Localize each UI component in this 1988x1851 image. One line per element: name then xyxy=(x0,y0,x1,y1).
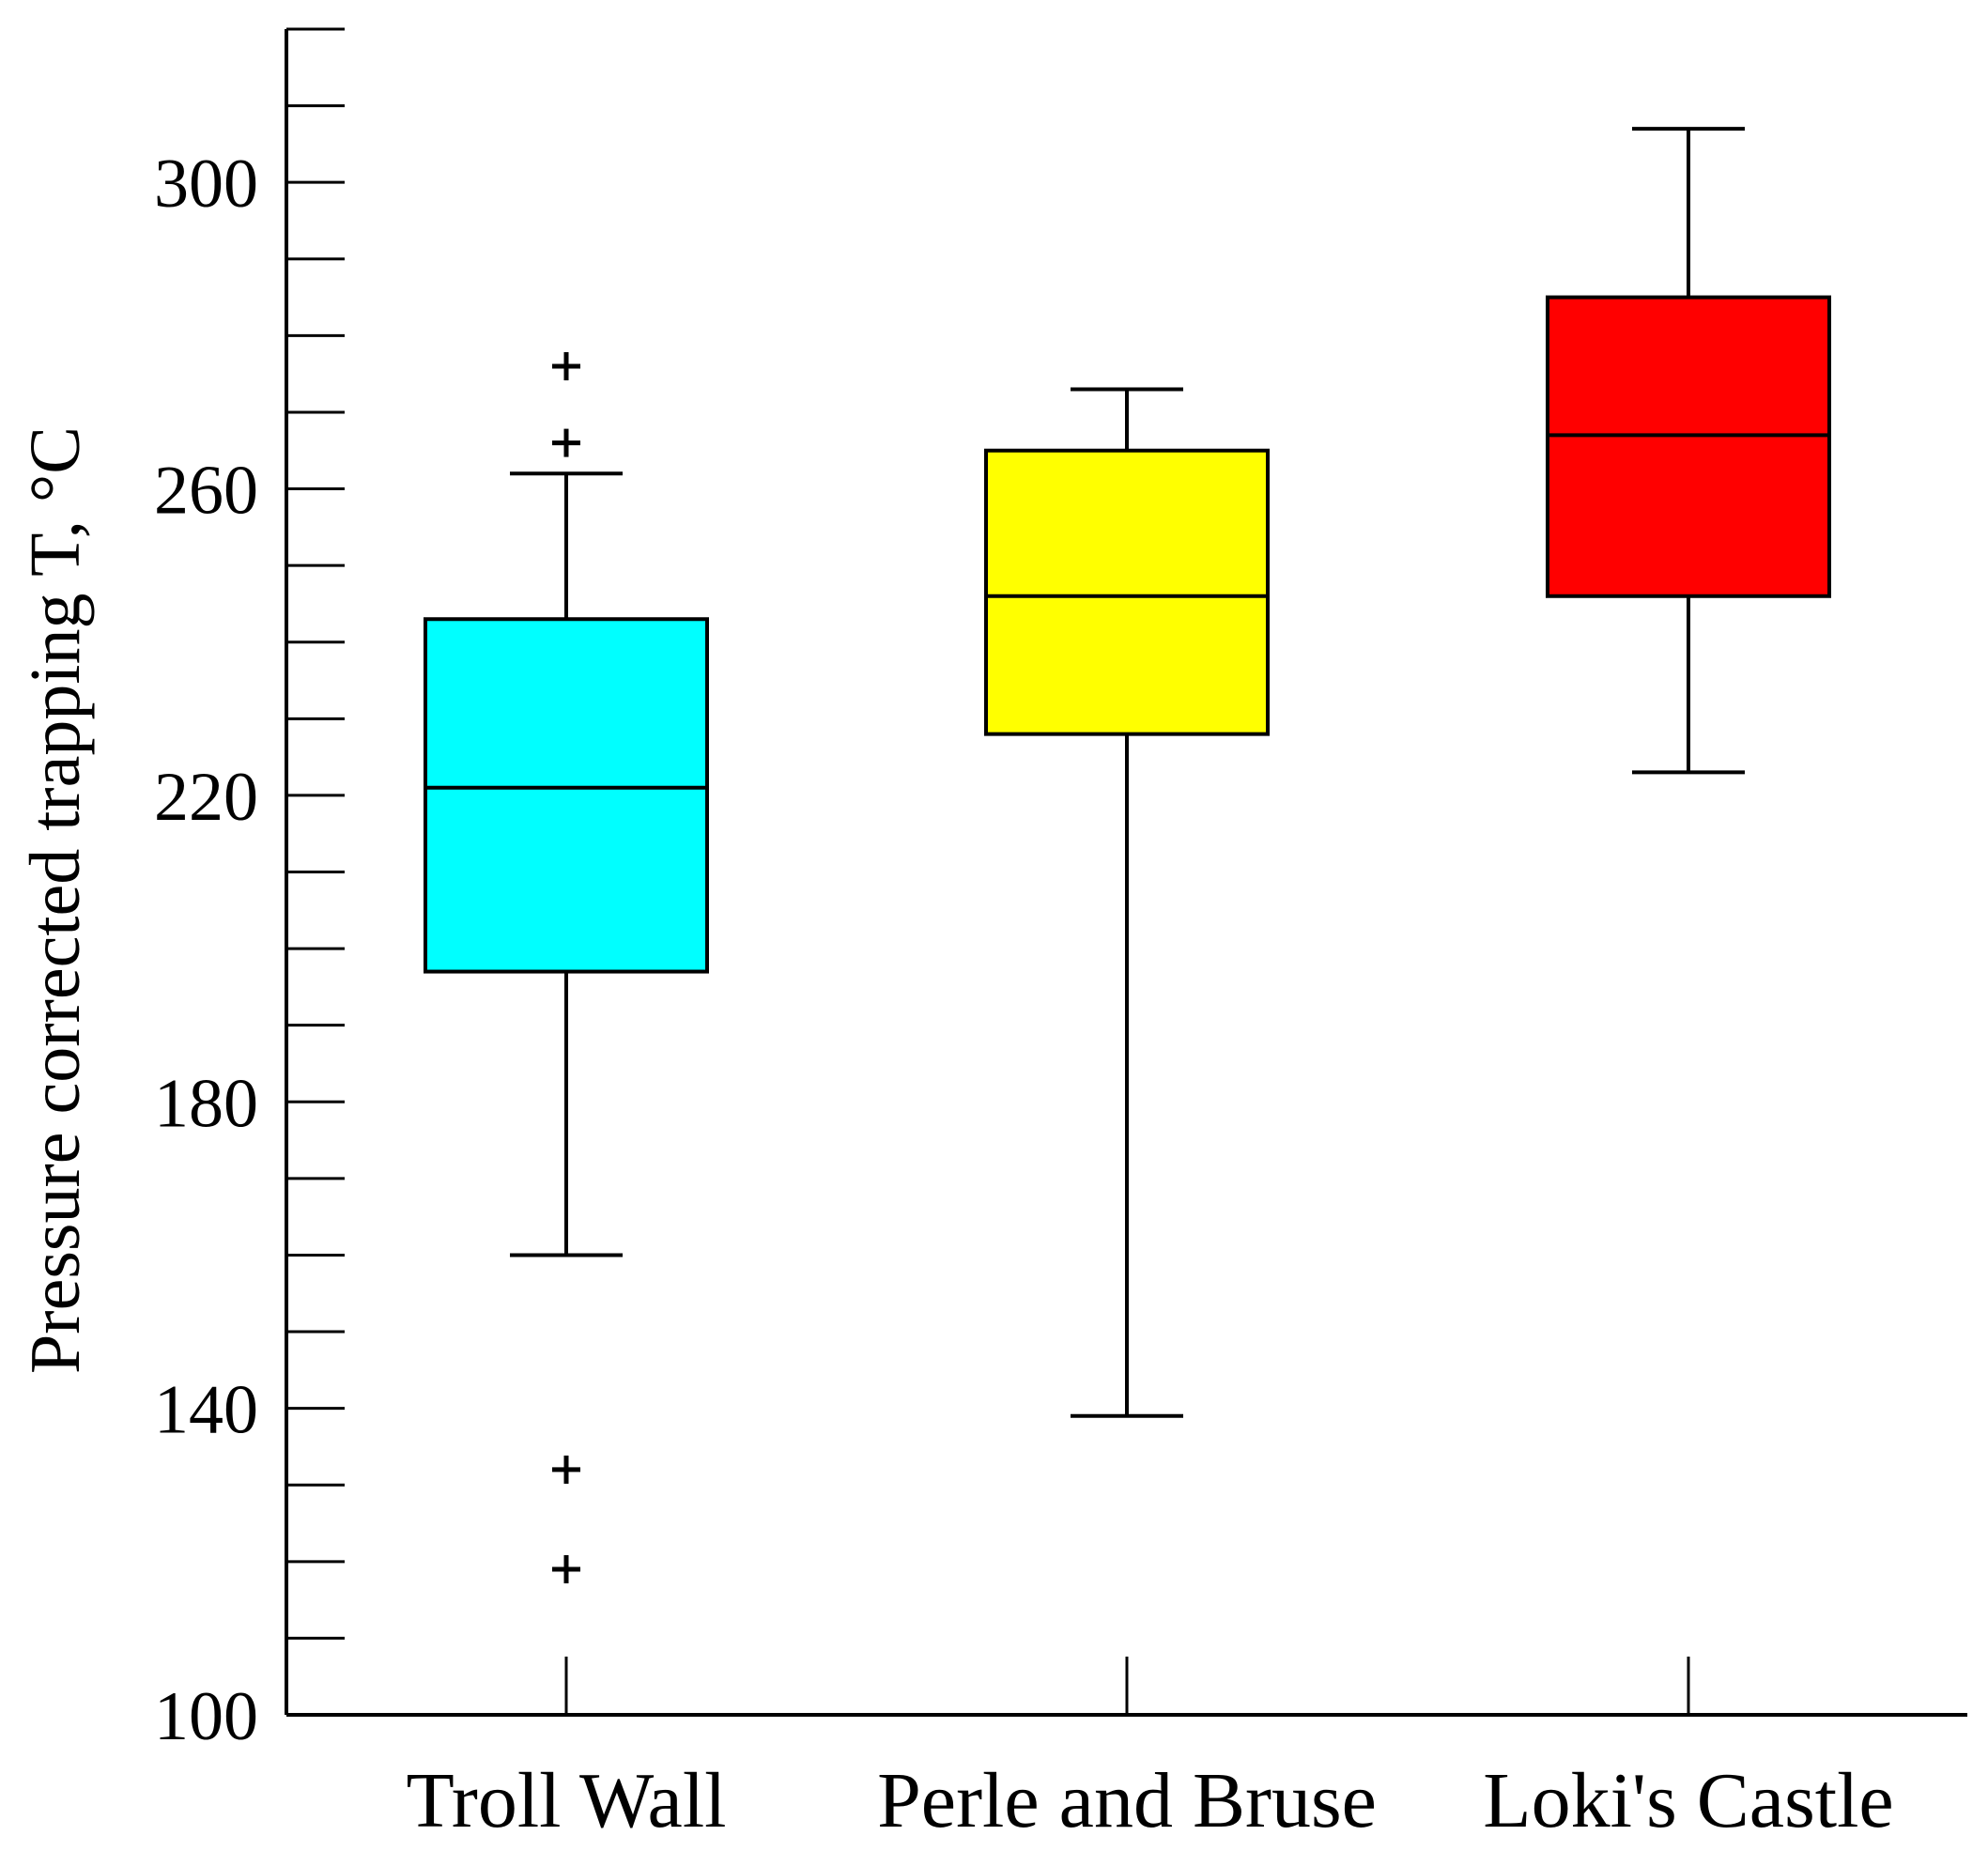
iqr-box xyxy=(1546,295,1831,598)
y-tick-label: 180 xyxy=(154,1065,258,1142)
outlier-point xyxy=(552,352,580,380)
y-tick-label: 140 xyxy=(154,1372,258,1449)
iqr-box xyxy=(424,617,709,974)
box-group-perle-and-bruse xyxy=(984,387,1270,1418)
y-tick-label: 220 xyxy=(154,759,258,836)
outlier-point xyxy=(552,428,580,457)
y-tick-label: 100 xyxy=(154,1678,258,1755)
box-group-loki-s-castle xyxy=(1546,127,1831,775)
x-tick-label: Troll Wall xyxy=(406,1757,726,1844)
axes: 100 140 180 220 260 300 Troll Wall Perle and Br… xyxy=(154,27,1967,1844)
y-axis-label: Pressure corrected trapping T, °C xyxy=(16,426,95,1374)
y-tick-label: 260 xyxy=(154,453,258,530)
box-group-troll-wall xyxy=(424,352,709,1583)
y-tick-label: 300 xyxy=(154,146,258,223)
outlier-point xyxy=(552,1554,580,1583)
x-tick-label: Perle and Bruse xyxy=(877,1757,1377,1844)
iqr-box xyxy=(984,448,1270,736)
x-tick-label: Loki's Castle xyxy=(1483,1757,1893,1844)
outlier-point xyxy=(552,1455,580,1484)
plot-area xyxy=(424,127,1831,1583)
